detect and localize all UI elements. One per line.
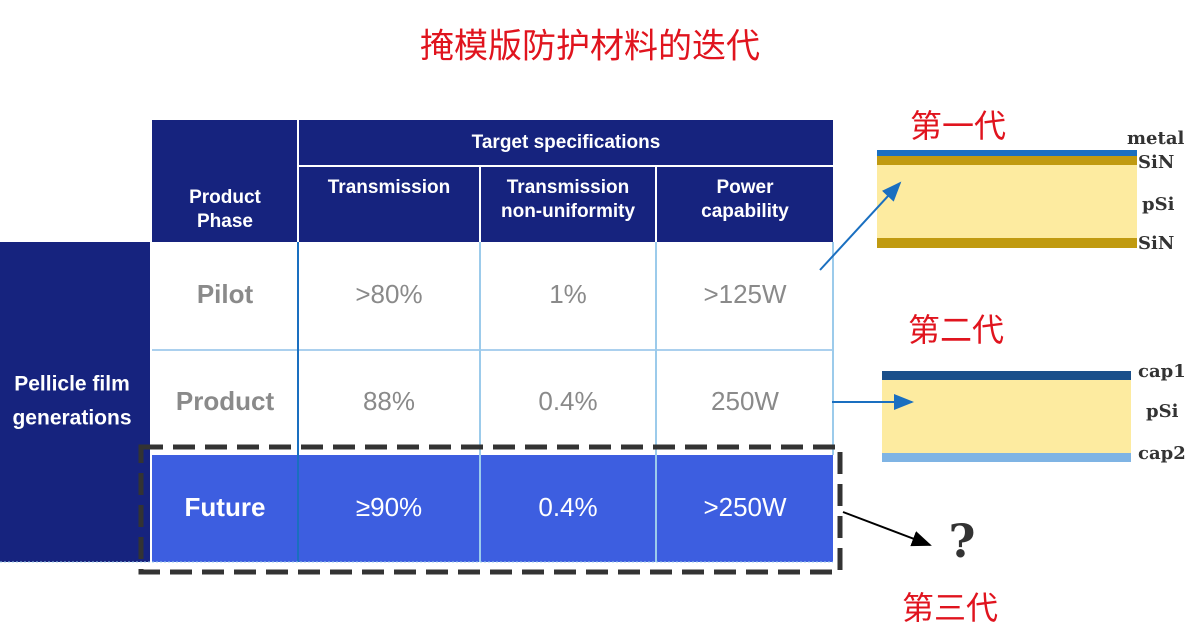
layer-label: pSi: [1146, 401, 1179, 422]
table-cell: 250W: [711, 386, 779, 416]
table-cell: 0.4%: [538, 386, 597, 416]
column-header: Transmission: [328, 177, 451, 198]
generation-label: 第三代: [902, 589, 998, 627]
table-cell: ≥90%: [356, 492, 422, 522]
table-cell: 1%: [549, 279, 587, 309]
table-cell: >250W: [703, 492, 787, 522]
layer-label: cap2: [1138, 443, 1186, 464]
column-header: Power: [716, 177, 774, 198]
row-header: Future: [185, 492, 266, 522]
generation-label: 第一代: [910, 107, 1006, 145]
unknown-mark: ?: [949, 514, 976, 568]
layer-label: metal: [1127, 128, 1184, 149]
phase-header: Product: [189, 187, 261, 208]
title: 掩模版防护材料的迭代: [420, 27, 760, 67]
group-header: Target specifications: [472, 132, 661, 153]
layer-label: SiN: [1138, 152, 1174, 173]
header-bg: [152, 120, 833, 242]
column-header: non-uniformity: [501, 201, 635, 222]
side-block: [0, 242, 150, 562]
layer-label: SiN: [1138, 233, 1174, 254]
table-cell: 88%: [363, 386, 415, 416]
table-cell: 0.4%: [538, 492, 597, 522]
side-label: generations: [12, 407, 131, 430]
generation-label: 第二代: [908, 311, 1004, 349]
row-header: Pilot: [197, 279, 254, 309]
highlight-box: [138, 444, 843, 575]
column-header: capability: [701, 201, 789, 222]
side-label: Pellicle film: [14, 373, 130, 396]
phase-header: Phase: [197, 211, 253, 232]
layer-label: pSi: [1142, 194, 1175, 215]
layer-label: cap1: [1138, 361, 1186, 382]
table-cell: >80%: [355, 279, 422, 309]
column-header: Transmission: [507, 177, 630, 198]
table-cell: >125W: [703, 279, 787, 309]
row-header: Product: [176, 386, 275, 416]
future-row: [152, 455, 833, 562]
